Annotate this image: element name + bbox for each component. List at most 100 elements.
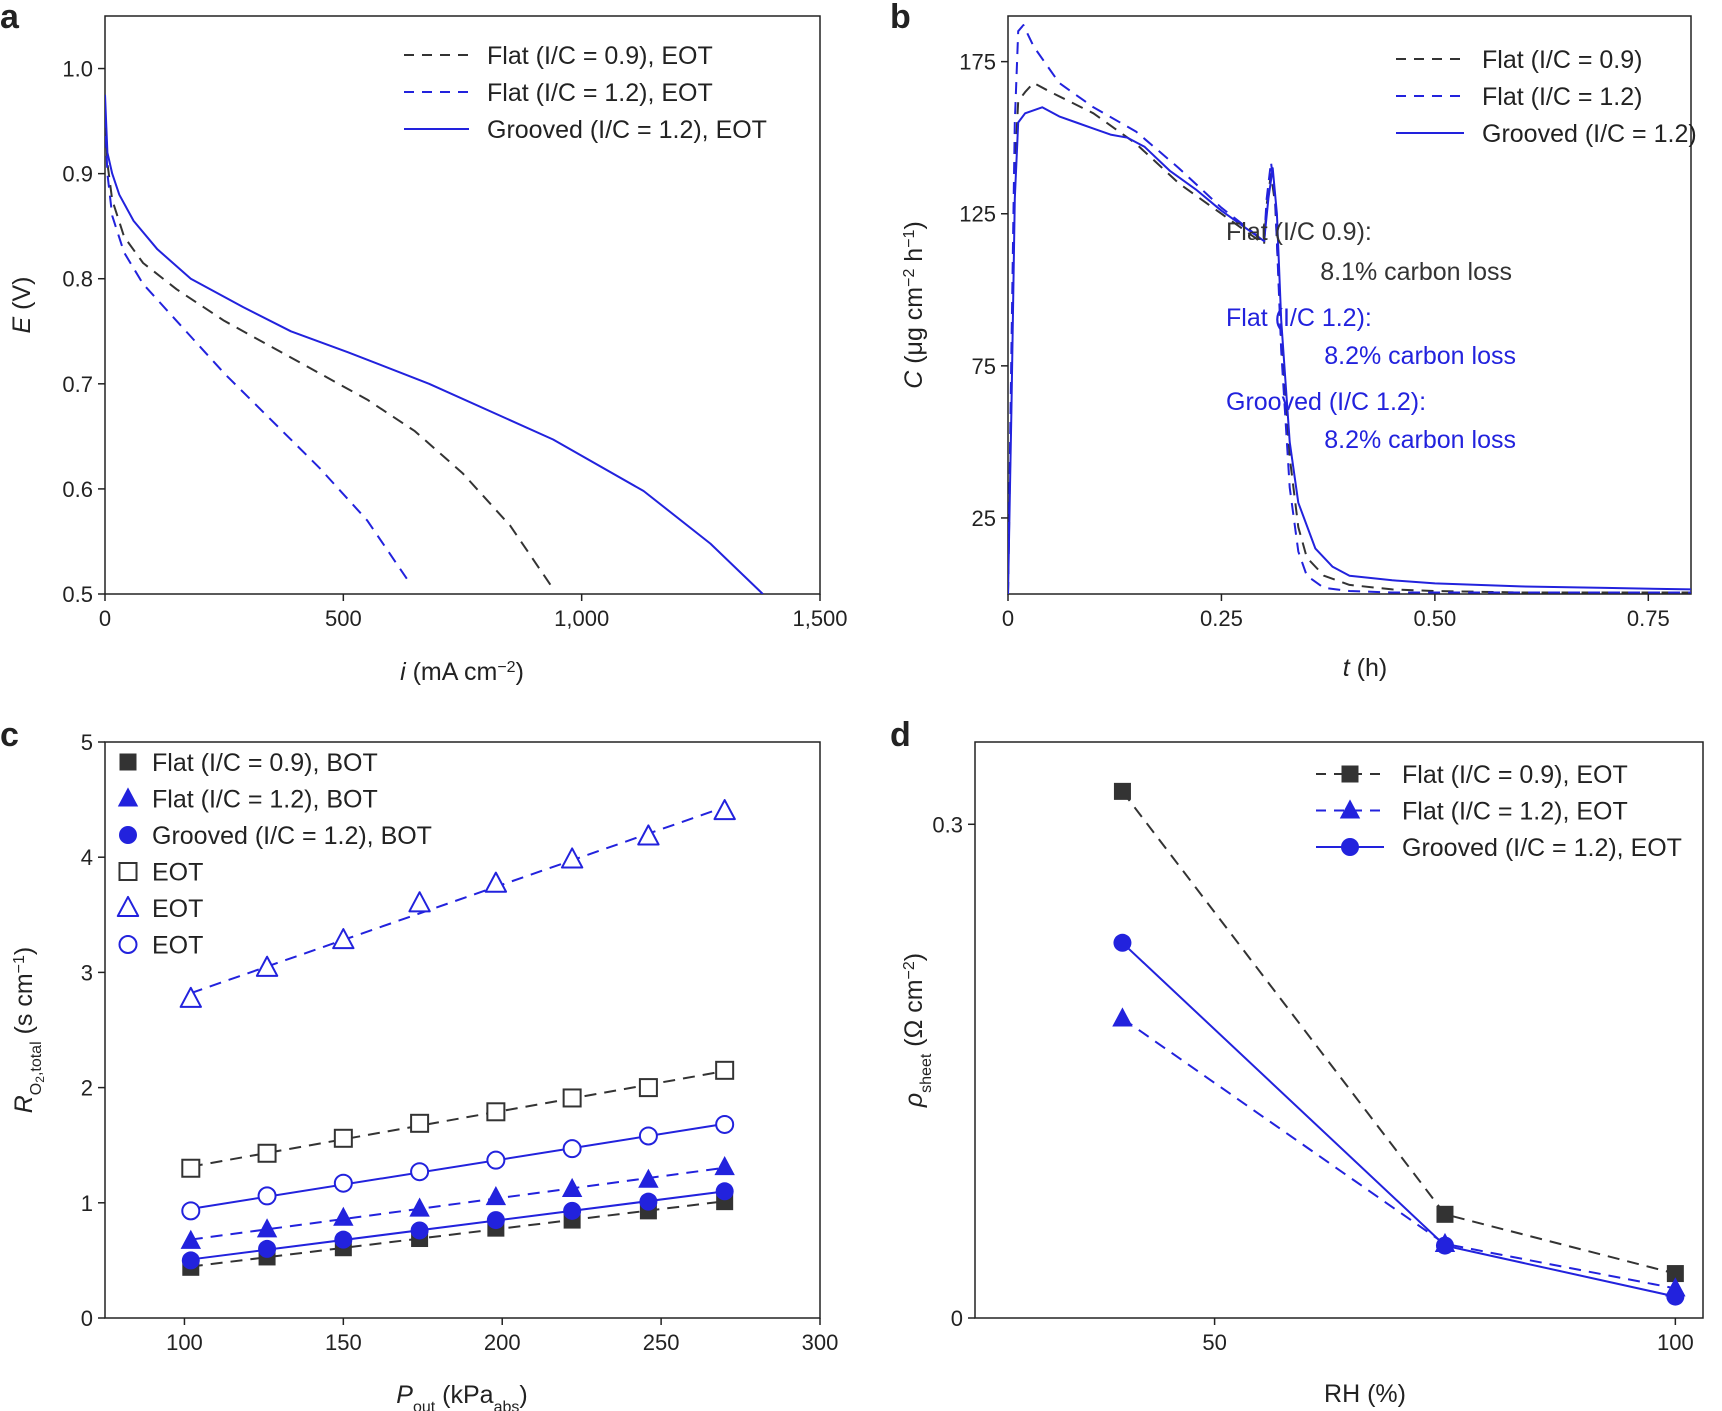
legend-marker-c-5 xyxy=(118,935,138,954)
point-c-3-2 xyxy=(333,1128,353,1148)
point-c-2-4 xyxy=(486,1211,505,1230)
x-tick-label-c-1: 150 xyxy=(325,1330,362,1355)
legend-marker-c-2 xyxy=(119,826,137,844)
point-d-2-2 xyxy=(1666,1287,1685,1306)
x-tick-label-b-1: 0.25 xyxy=(1200,606,1243,631)
point-c-1-7 xyxy=(714,1156,735,1176)
y-tick-label-a-5: 1.0 xyxy=(62,57,93,82)
fit-line-c-0 xyxy=(190,1200,725,1268)
y-axis-label-b: C (μg cm−2 h−1) xyxy=(900,221,928,389)
x-axis-label-d: RH (%) xyxy=(1324,1380,1406,1408)
y-tick-label-c-3: 3 xyxy=(81,960,93,985)
point-c-3-7 xyxy=(715,1060,735,1080)
annotation-5: 8.2% carbon loss xyxy=(1324,426,1516,454)
series-b-2 xyxy=(1008,106,1691,594)
series-line-d-1 xyxy=(1121,1017,1676,1290)
legend-label-b-1: Flat (I/C = 1.2) xyxy=(1482,83,1642,111)
panel-d-chart: 50 100 0 0.3 Flat (I/C = 0.9), EOT Flat (I/C … xyxy=(900,741,1704,1408)
x-axis-label-b: t (h) xyxy=(1343,654,1387,682)
point-c-1-1 xyxy=(256,1218,278,1238)
fit-line-c-1 xyxy=(190,1166,725,1241)
legend-label-c-2: Grooved (I/C = 1.2), BOT xyxy=(152,822,432,850)
series-d-1 xyxy=(1121,1017,1676,1290)
y-tick-label-a-4: 0.9 xyxy=(62,162,93,187)
plot-frame-c xyxy=(104,741,821,1319)
legend-marker-c-4 xyxy=(116,895,140,918)
y-tick-label-c-1: 1 xyxy=(81,1191,93,1216)
series-c-3 xyxy=(190,1070,725,1168)
panel-c-chart: 100 150 200 250 300 0 1 2 3 4 5 Flat (I/C = 0.9), B… xyxy=(10,730,838,1411)
series-a-1 xyxy=(105,115,411,585)
point-c-1-2 xyxy=(333,1206,354,1226)
legend-label-b-2: Grooved (I/C = 1.2) xyxy=(1482,120,1697,148)
point-c-2-6 xyxy=(639,1192,658,1211)
x-axis-label-c: Pout (kPaabs) xyxy=(396,1381,527,1411)
legend-label-a-1: Flat (I/C = 1.2), EOT xyxy=(487,79,713,107)
point-c-4-3 xyxy=(408,891,431,913)
point-c-3-3 xyxy=(410,1113,430,1133)
x-tick-label-b-0: 0 xyxy=(1002,606,1014,631)
point-c-1-4 xyxy=(485,1185,507,1206)
y-tick-label-b-2: 125 xyxy=(959,202,996,227)
x-tick-label-d-1: 100 xyxy=(1657,1330,1694,1355)
fit-line-c-4 xyxy=(190,806,725,995)
y-tick-label-d-1: 0.3 xyxy=(932,812,963,837)
series-c-4 xyxy=(190,806,725,995)
x-tick-label-c-3: 250 xyxy=(643,1330,680,1355)
legend-marker-c-0 xyxy=(119,753,137,771)
x-tick-label-d-0: 50 xyxy=(1202,1330,1226,1355)
annotation-1: 8.1% carbon loss xyxy=(1320,258,1512,286)
x-tick-label-a-2: 1,000 xyxy=(554,606,609,631)
x-tick-label-a-0: 0 xyxy=(99,606,111,631)
x-tick-label-c-0: 100 xyxy=(166,1330,203,1355)
point-c-2-3 xyxy=(410,1221,429,1240)
legend-marker-d-0 xyxy=(1341,765,1359,783)
series-line-a-0 xyxy=(105,105,554,590)
legend-label-d-2: Grooved (I/C = 1.2), EOT xyxy=(1402,834,1682,862)
annotation-3: 8.2% carbon loss xyxy=(1324,342,1516,370)
point-c-2-0 xyxy=(181,1251,200,1270)
legend-label-c-0: Flat (I/C = 0.9), BOT xyxy=(152,749,378,777)
panel-letter-c: c xyxy=(0,716,19,754)
series-b-0 xyxy=(1008,81,1691,594)
point-c-3-0 xyxy=(181,1158,201,1178)
point-c-5-7 xyxy=(715,1114,735,1134)
point-c-2-5 xyxy=(563,1201,582,1220)
series-c-2 xyxy=(190,1190,725,1261)
legend-label-a-0: Flat (I/C = 0.9), EOT xyxy=(487,42,713,70)
point-c-1-5 xyxy=(561,1177,583,1198)
y-axis-label-d: ρsheet (Ω cm−2) xyxy=(900,953,935,1108)
y-tick-label-a-1: 0.6 xyxy=(62,477,93,502)
legend-label-c-5: EOT xyxy=(152,932,203,960)
point-c-2-1 xyxy=(258,1239,277,1258)
point-c-5-3 xyxy=(410,1162,430,1182)
legend-label-c-4: EOT xyxy=(152,895,203,923)
series-line-a-1 xyxy=(105,115,411,585)
y-tick-label-c-2: 2 xyxy=(81,1076,93,1101)
series-c-5 xyxy=(190,1122,725,1210)
y-tick-label-b-0: 25 xyxy=(972,506,996,531)
annotation-0: Flat (I/C 0.9): xyxy=(1226,218,1372,246)
x-tick-label-b-2: 0.50 xyxy=(1413,606,1456,631)
point-c-4-4 xyxy=(484,871,508,893)
series-line-a-2 xyxy=(105,94,764,594)
series-c-0 xyxy=(190,1200,725,1268)
point-c-5-0 xyxy=(181,1201,201,1221)
point-c-3-4 xyxy=(486,1102,506,1122)
point-c-5-2 xyxy=(333,1173,353,1193)
legend-marker-c-3 xyxy=(118,862,138,881)
point-c-3-5 xyxy=(562,1088,582,1108)
panel-letter-a: a xyxy=(0,0,20,36)
annotation-2: Flat (I/C 1.2): xyxy=(1226,304,1372,332)
fit-line-c-3 xyxy=(190,1070,725,1168)
point-c-1-0 xyxy=(180,1229,201,1249)
plot-frame-a xyxy=(104,15,821,595)
legend-label-a-2: Grooved (I/C = 1.2), EOT xyxy=(487,116,767,144)
point-d-2-0 xyxy=(1113,933,1132,952)
legend-label-b-0: Flat (I/C = 0.9) xyxy=(1482,46,1642,74)
y-axis-label-c: RO2,total (s cm−1) xyxy=(10,947,47,1114)
y-tick-label-b-3: 175 xyxy=(959,50,996,75)
series-a-2 xyxy=(105,94,764,594)
point-c-5-4 xyxy=(486,1150,506,1170)
series-line-b-0 xyxy=(1008,81,1691,594)
